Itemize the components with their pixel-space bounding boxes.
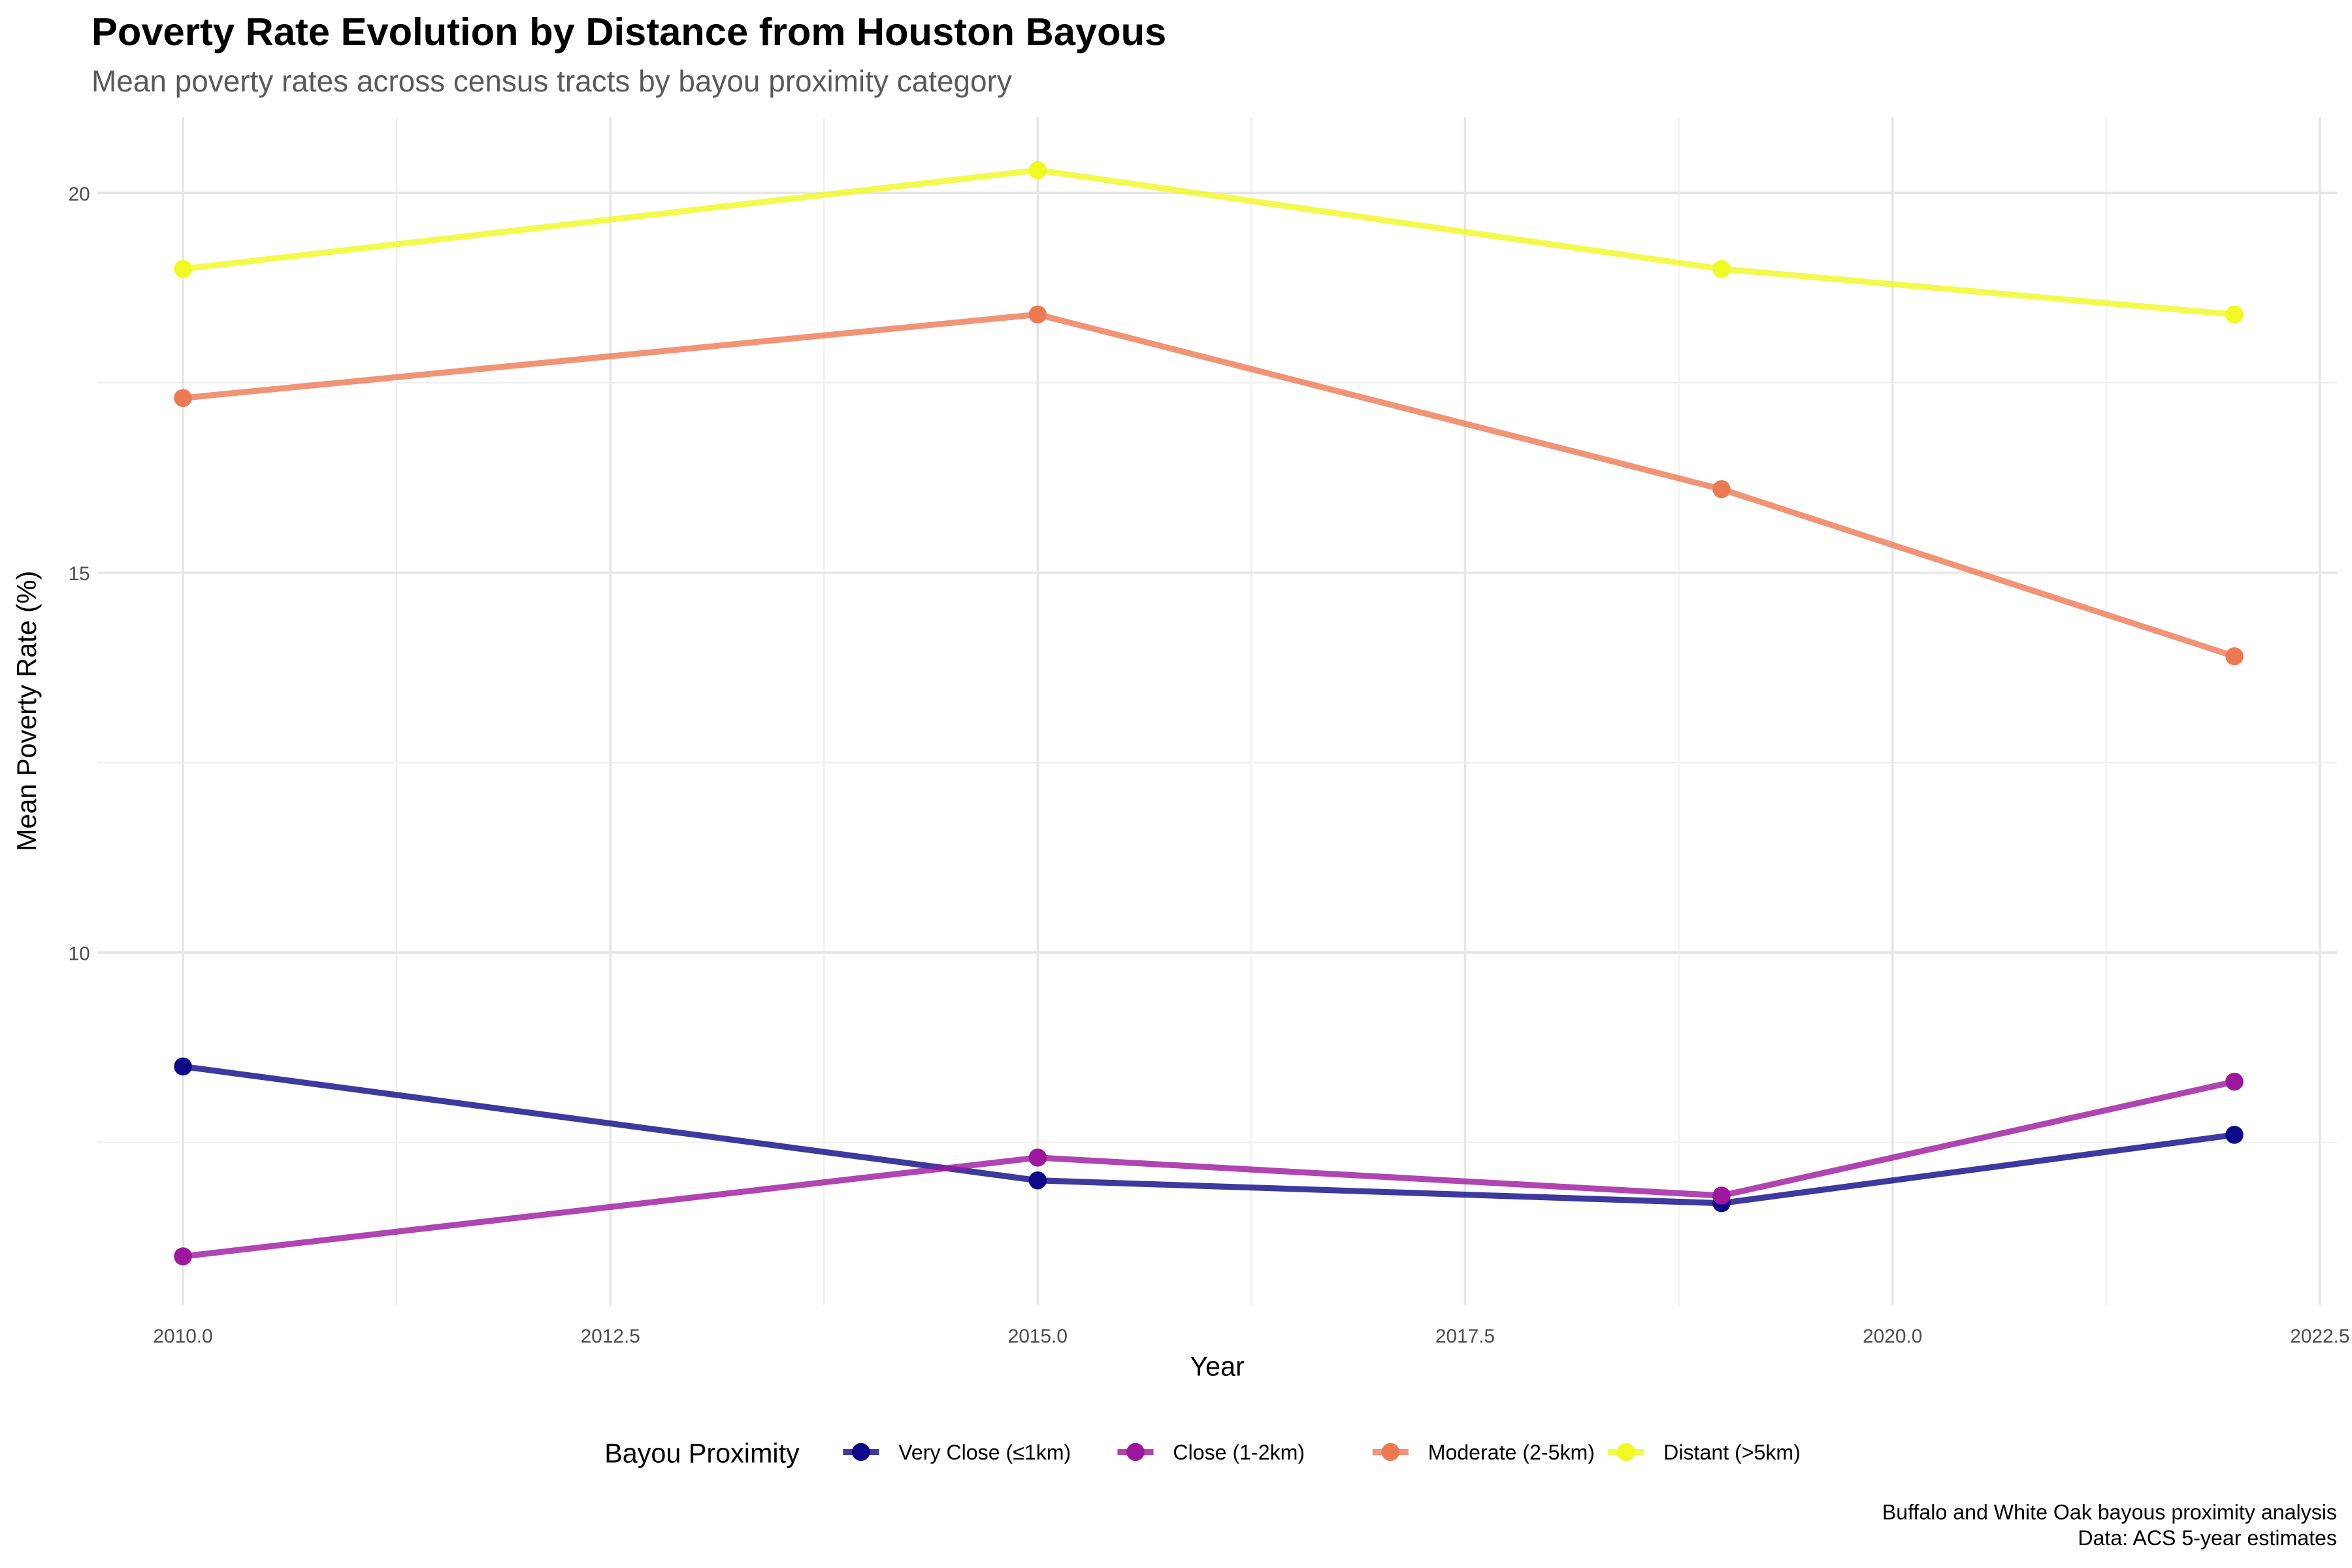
x-axis-label: Year: [1190, 1351, 1245, 1381]
data-point: [1028, 305, 1047, 324]
y-tick-label: 20: [69, 184, 90, 205]
data-point: [174, 259, 192, 278]
series-line: [182, 311, 2236, 659]
chart-subtitle: Mean poverty rates across census tracts …: [91, 66, 1012, 99]
legend-key-point: [852, 1443, 870, 1462]
data-point: [2225, 1072, 2244, 1091]
x-tick-label: 2022.5: [2290, 1326, 2349, 1347]
data-point: [2225, 1126, 2244, 1144]
line-chart: 2010.0 2012.5 2015.0 2017.5 2020.0 2022.5 10 15…: [12, 117, 2349, 1469]
legend-key-point: [1381, 1443, 1400, 1462]
legend-label: Close (1-2km): [1173, 1441, 1305, 1464]
x-tick-label: 2010.0: [153, 1326, 212, 1347]
x-tick-label: 2020.0: [1863, 1326, 1922, 1347]
data-point: [174, 389, 192, 408]
data-point: [2225, 305, 2244, 324]
x-tick-label: 2012.5: [581, 1326, 640, 1347]
x-tick-label: 2017.5: [1435, 1326, 1495, 1347]
y-axis-label: Mean Poverty Rate (%): [12, 571, 42, 851]
series-line: [182, 1079, 2236, 1260]
legend-key-point: [1616, 1443, 1635, 1462]
legend-label: Distant (>5km): [1663, 1441, 1801, 1464]
y-tick-label: 15: [69, 563, 90, 585]
legend-key-point: [1126, 1443, 1145, 1462]
data-point: [1028, 1149, 1047, 1167]
data-point: [1712, 259, 1731, 278]
legend-title: Bayou Proximity: [604, 1439, 800, 1469]
legend-label: Moderate (2-5km): [1428, 1441, 1595, 1464]
data-point: [174, 1247, 192, 1266]
data-point: [174, 1057, 192, 1076]
chart-caption: Buffalo and White Oak bayous proximity a…: [1882, 1500, 2337, 1551]
data-point: [1712, 480, 1731, 498]
data-point: [1712, 1186, 1731, 1205]
series-line: [182, 1063, 2235, 1207]
legend-label: Very Close (≤1km): [898, 1441, 1071, 1464]
series-line: [182, 167, 2235, 318]
legend: Bayou Proximity Very Close (≤1km) Close (1…: [604, 1439, 1801, 1469]
x-tick-label: 2015.0: [1008, 1326, 1068, 1347]
data-point: [1028, 161, 1047, 180]
caption-line-1: Buffalo and White Oak bayous proximity a…: [1882, 1499, 2338, 1524]
chart-title: Poverty Rate Evolution by Distance from …: [91, 8, 1167, 54]
data-point: [2225, 647, 2244, 666]
data-point: [1028, 1171, 1047, 1190]
caption-line-2: Data: ACS 5-year estimates: [2078, 1525, 2338, 1550]
y-tick-label: 10: [69, 943, 90, 964]
